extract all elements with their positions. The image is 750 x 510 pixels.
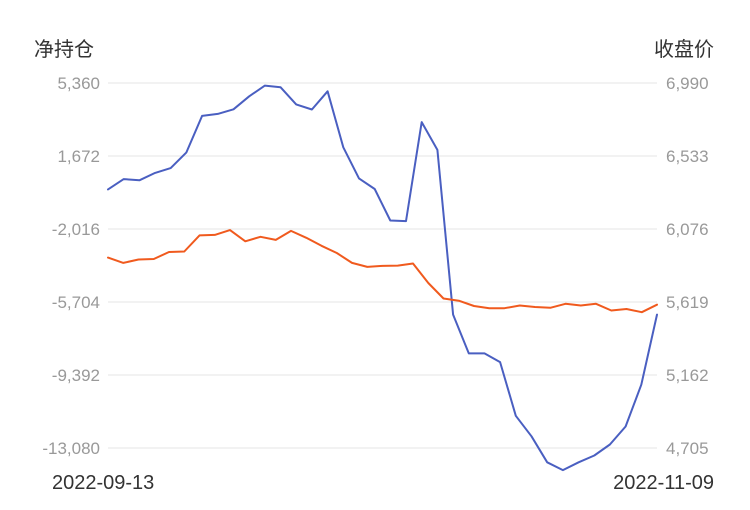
left-tick-label: -2,016: [52, 220, 100, 239]
series-lines: [107, 84, 658, 472]
left-tick-label: 1,672: [57, 147, 100, 166]
right-tick-label: 6,990: [666, 74, 709, 93]
left-tick-label: 5,360: [57, 74, 100, 93]
right-tick-label: 5,162: [666, 366, 709, 385]
close-price-line: [107, 229, 658, 314]
x-end-date: 2022-11-09: [613, 472, 714, 494]
left-tick-label: -9,392: [52, 366, 100, 385]
right-axis-title: 收盘价: [654, 37, 714, 61]
gridlines: [108, 82, 657, 449]
x-start-date: 2022-09-13: [52, 472, 154, 494]
right-tick-label: 6,076: [666, 220, 709, 239]
right-tick-label: 4,705: [666, 439, 709, 458]
net-position-line: [107, 84, 658, 472]
right-tick-label: 5,619: [666, 293, 709, 312]
axis-ticks: 5,360 6,990 1,672 6,533 -2,016 6,076 -5,704 5,6…: [42, 74, 708, 458]
left-axis-title: 净持仓: [34, 37, 94, 61]
left-tick-label: -13,080: [42, 439, 100, 458]
left-tick-label: -5,704: [52, 293, 100, 312]
right-tick-label: 6,533: [666, 147, 709, 166]
